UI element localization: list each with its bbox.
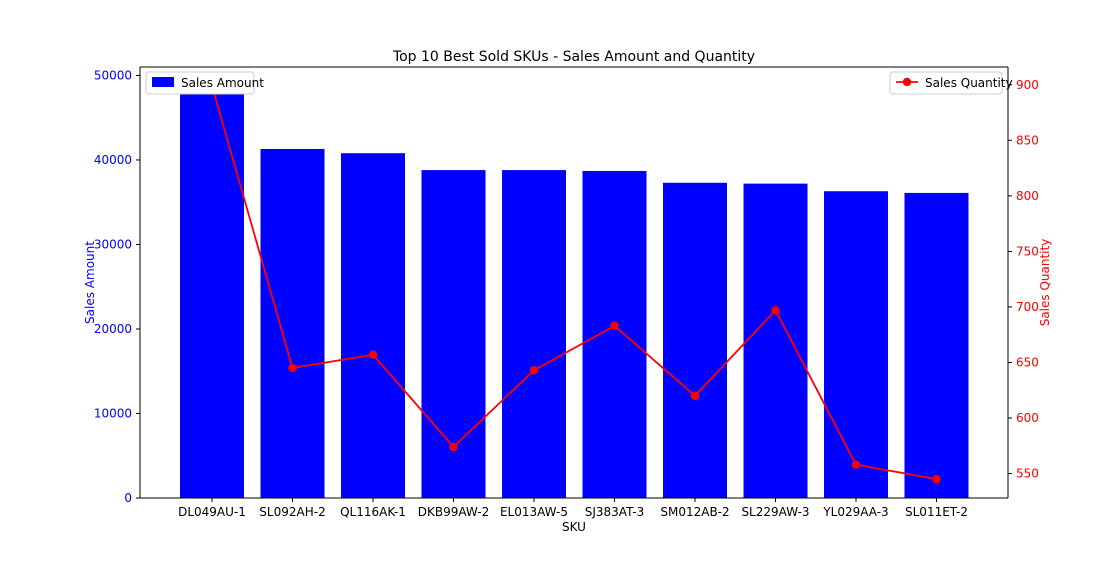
x-tick-label: EL013AW-5: [500, 505, 568, 519]
legend-right-marker: [902, 77, 912, 87]
y-left-tick-label: 30000: [94, 237, 132, 251]
x-tick-label: DL049AU-1: [178, 505, 246, 519]
bar-SJ383AT-3: [582, 170, 647, 498]
y-right-tick-label: 550: [1016, 467, 1039, 481]
x-tick-label: DKB99AW-2: [418, 505, 490, 519]
y-right-tick-label: 600: [1016, 411, 1039, 425]
bar-QL116AK-1: [341, 153, 405, 498]
y-left-tick-label: 50000: [94, 68, 132, 82]
bar-YL029AA-3: [824, 191, 888, 498]
bar-SL229AW-3: [743, 183, 808, 498]
x-tick-label: SL011ET-2: [905, 505, 968, 519]
point-SJ383AT-3: [610, 321, 619, 331]
point-QL116AK-1: [368, 350, 378, 359]
x-tick-label: YL029AA-3: [822, 505, 888, 519]
x-tick-label: SM012AB-2: [660, 505, 729, 519]
legend-left-label: Sales Amount: [181, 76, 264, 90]
x-tick-label: SL092AH-2: [259, 505, 325, 519]
x-tick-label: SJ383AT-3: [585, 505, 645, 519]
legend-right-label: Sales Quantity: [925, 76, 1013, 90]
legend-right-box: [889, 71, 1003, 95]
x-axis-label: SKU: [562, 520, 586, 534]
point-SL011ET-2: [932, 474, 941, 484]
point-SM012AB-2: [690, 391, 700, 401]
point-SL092AH-2: [288, 363, 297, 373]
y-right-tick-label: 800: [1016, 189, 1039, 203]
bar-SL011ET-2: [904, 192, 969, 498]
sales-quantity-line: [211, 85, 937, 481]
y-left-tick-label: 10000: [94, 406, 132, 420]
y-left-tick-label: 20000: [94, 322, 132, 336]
bar-SM012AB-2: [663, 182, 727, 498]
y-left-axis-label: Sales Amount: [83, 241, 97, 324]
y-right-tick-label: 850: [1016, 133, 1039, 147]
point-EL013AW-5: [529, 366, 539, 375]
legend-left-swatch: [152, 77, 174, 87]
x-tick-label: SL229AW-3: [741, 505, 809, 519]
chart-title: Top 10 Best Sold SKUs - Sales Amount and…: [392, 49, 755, 65]
point-YL029AA-3: [851, 460, 861, 469]
point-DKB99AW-2: [449, 442, 458, 452]
bar-EL013AW-5: [502, 170, 566, 498]
y-right-tick-label: 750: [1016, 244, 1039, 258]
y-right-tick-label: 900: [1016, 78, 1039, 92]
y-right-axis-label: Sales Quantity: [1038, 239, 1052, 327]
point-SL229AW-3: [771, 306, 780, 315]
y-right-tick-label: 650: [1016, 355, 1039, 369]
bar-DL049AU-1: [180, 87, 244, 499]
x-tick-label: QL116AK-1: [340, 505, 406, 519]
bar-SL092AH-2: [260, 148, 325, 499]
y-left-tick-label: 0: [124, 491, 132, 505]
y-left-tick-label: 40000: [94, 153, 132, 167]
y-right-tick-label: 700: [1016, 300, 1039, 314]
